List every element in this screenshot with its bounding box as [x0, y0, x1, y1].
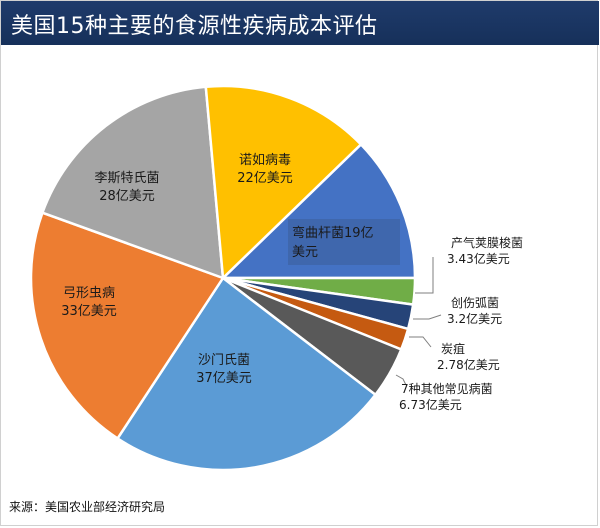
label-clostridium-perfringens-name: 产气荚膜梭菌	[451, 235, 523, 250]
label-other-7-pathogens-value: 6.73亿美元	[399, 397, 462, 412]
slice-listeria	[40, 85, 225, 280]
leader-line-vibrio-vulnificus	[413, 314, 442, 320]
label-norovirus-name: 诺如病毒	[239, 152, 291, 168]
source-note: 来源：美国农业部经济研究局	[9, 500, 166, 514]
label-campylobacter-value: 美元	[292, 245, 318, 260]
label-listeria-value: 28亿美元	[99, 189, 155, 204]
label-anthrax-value: 2.78亿美元	[437, 357, 500, 372]
label-toxoplasmosis-value: 33亿美元	[61, 304, 117, 319]
label-campylobacter-name: 弯曲杆菌19亿	[292, 225, 374, 241]
leader-line-anthrax	[409, 336, 432, 348]
slice-salmonella	[115, 276, 378, 472]
label-salmonella-name: 沙门氏菌	[198, 353, 250, 368]
leader-line-other-7-pathogens	[395, 374, 407, 386]
campylobacter-label-box	[288, 219, 400, 265]
label-clostridium-perfringens-value: 3.43亿美元	[447, 251, 510, 266]
label-anthrax-name: 炭疽	[441, 342, 465, 356]
label-norovirus-value: 22亿美元	[237, 171, 293, 186]
label-other-7-pathogens-name: 7种其他常见病菌	[401, 381, 493, 396]
label-salmonella-value: 37亿美元	[196, 371, 252, 386]
label-toxoplasmosis-name: 弓形虫病	[63, 286, 115, 301]
label-listeria-name: 李斯特氏菌	[94, 171, 159, 186]
leader-line-clostridium-perfringens	[415, 257, 434, 294]
label-vibrio-vulnificus-name: 创伤弧菌	[451, 296, 499, 310]
title-bar: 美国15种主要的食源性疾病成本评估	[1, 1, 599, 45]
label-vibrio-vulnificus-value: 3.2亿美元	[447, 311, 502, 326]
chart-title: 美国15种主要的食源性疾病成本评估	[11, 14, 378, 39]
slice-norovirus	[204, 84, 363, 281]
slice-toxoplasmosis	[29, 211, 225, 441]
